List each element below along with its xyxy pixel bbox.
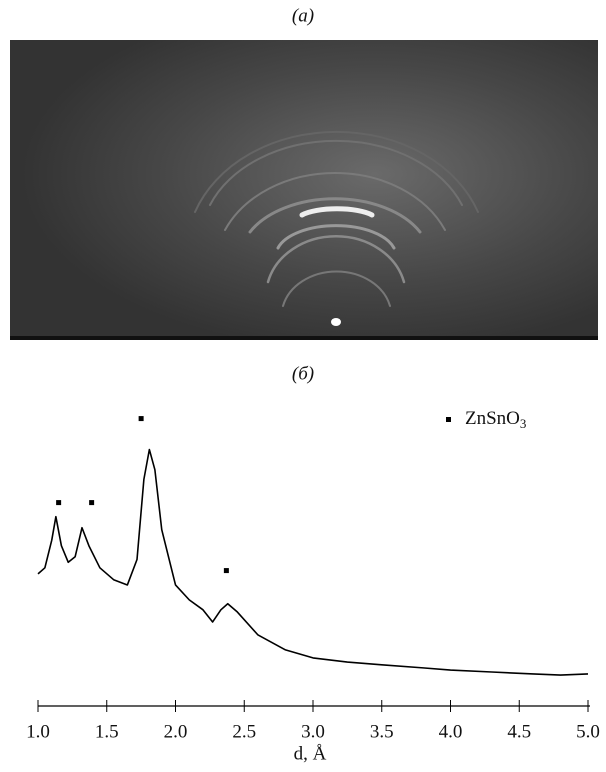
legend-marker — [446, 417, 451, 422]
phase-marker — [223, 568, 229, 574]
x-tick-label: 3.0 — [301, 721, 325, 742]
phase-marker — [56, 500, 62, 506]
x-tick-label: 2.5 — [232, 721, 256, 742]
x-tick-label: 2.0 — [164, 721, 188, 742]
x-tick-label: 4.0 — [439, 721, 463, 742]
phase-marker — [89, 500, 95, 506]
phase-marker — [138, 416, 144, 422]
x-tick-label: 1.5 — [95, 721, 119, 742]
data-line — [37, 448, 589, 676]
diffraction-image — [10, 40, 598, 340]
panel-label: (б) — [292, 363, 314, 384]
x-tick-label: 4.5 — [507, 721, 531, 742]
x-tick-label: 1.0 — [26, 721, 50, 742]
legend-label: ZnSnO3 — [465, 408, 526, 431]
x-axis-label: d, Å — [294, 743, 327, 764]
x-tick-label: 5.0 — [576, 721, 600, 742]
panel-label: (a) — [292, 5, 314, 26]
x-tick-label: 3.5 — [370, 721, 394, 742]
